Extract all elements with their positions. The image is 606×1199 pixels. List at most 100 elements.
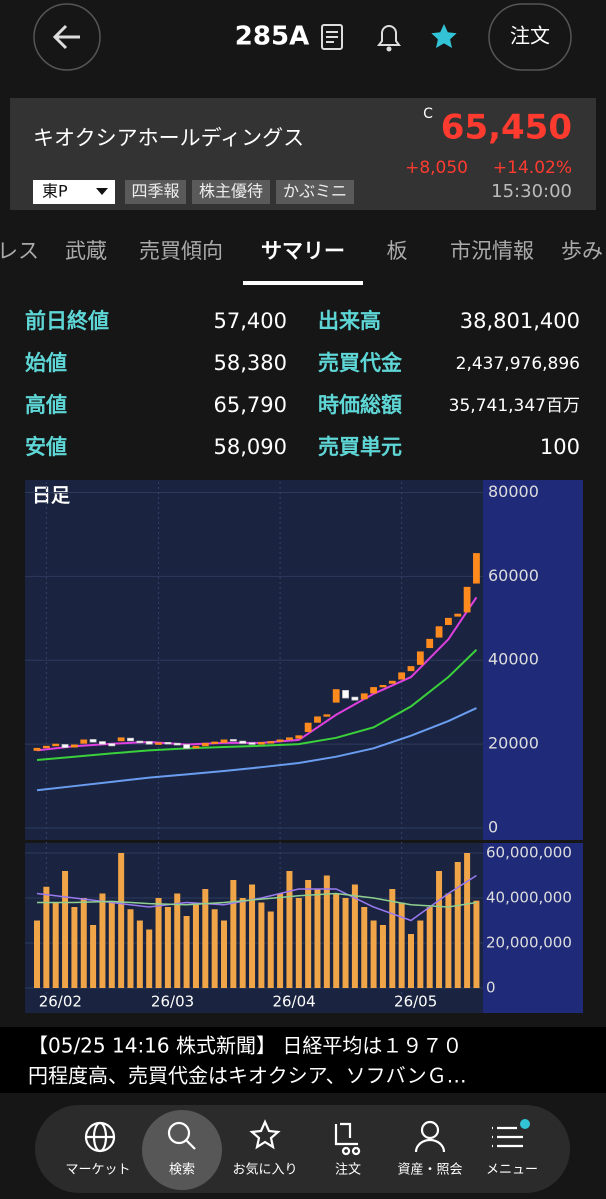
nav-item[interactable]: 検索	[169, 1163, 195, 1178]
volume-tick-label: 0	[486, 979, 496, 997]
volume-bar	[314, 889, 321, 988]
tab[interactable]: 歩み	[561, 239, 603, 263]
volume-bar	[454, 862, 461, 988]
candle	[136, 740, 144, 744]
volume-bar	[80, 898, 87, 988]
candle	[351, 696, 359, 701]
volume-bar	[108, 902, 115, 988]
stat-label: 時価総額	[318, 393, 402, 417]
candle	[33, 747, 41, 751]
change-percent: +14.02%	[493, 158, 572, 178]
y-tick-label: 20000	[488, 734, 539, 753]
tab[interactable]: 板	[387, 239, 408, 263]
volume-bar	[417, 920, 424, 988]
volume-bar	[305, 880, 312, 988]
volume-axis-area	[483, 843, 583, 1013]
stat-value: 58,380	[214, 351, 287, 375]
price: 65,450	[441, 108, 572, 148]
tag-label: 株主優待	[199, 182, 263, 201]
tab[interactable]: サマリー	[261, 239, 345, 263]
order-button-label[interactable]: 注文	[510, 24, 550, 48]
volume-bar	[52, 902, 59, 988]
candle	[211, 741, 219, 744]
volume-bar	[221, 920, 227, 988]
candle	[80, 739, 88, 744]
info-icon[interactable]	[321, 24, 343, 50]
candle	[304, 722, 312, 732]
dropdown-arrow	[96, 188, 108, 195]
volume-bar	[211, 909, 218, 988]
candle	[286, 737, 293, 740]
candle	[463, 586, 471, 613]
candle	[360, 693, 368, 700]
volume-bar	[258, 902, 265, 988]
back-arrow	[52, 24, 80, 50]
candle	[388, 680, 396, 684]
news-line[interactable]: 【05/25 14:16 株式新聞】 日経平均は１９７０	[28, 1034, 462, 1058]
y-tick-label: 80000	[488, 482, 539, 501]
volume-tick-label: 20,000,000	[486, 934, 572, 952]
nav-item[interactable]: 資産・照会	[397, 1162, 462, 1178]
nav-item[interactable]: 注文	[335, 1163, 361, 1178]
nav-item[interactable]: メニュー	[486, 1163, 538, 1178]
volume-bar	[473, 900, 480, 988]
nav-item[interactable]: お気に入り	[232, 1162, 297, 1178]
price-flag: C	[423, 106, 433, 122]
tab[interactable]: レス	[0, 239, 39, 263]
volume-tick-label: 60,000,000	[486, 844, 572, 862]
volume-bar	[361, 907, 368, 988]
tab[interactable]: 売買傾向	[139, 239, 223, 263]
volume-bar	[127, 909, 134, 988]
stat-label: 前日終値	[25, 309, 109, 333]
tab[interactable]: 武蔵	[65, 239, 107, 263]
nav-item[interactable]: マーケット	[65, 1163, 130, 1178]
volume-bar	[43, 886, 50, 988]
tag	[192, 180, 270, 204]
volume-bar	[202, 889, 209, 988]
volume-bar	[277, 893, 284, 988]
candle	[248, 742, 256, 745]
chart-period: 日足	[32, 485, 71, 507]
change: +8,050	[405, 158, 468, 178]
volume-tick-label: 40,000,000	[486, 889, 572, 907]
back-button[interactable]	[33, 3, 101, 71]
candle	[108, 743, 116, 747]
stat-label: 出来高	[318, 309, 381, 333]
news-line[interactable]: 円程度高、売買代金はキオクシア、ソフバンＧ…	[28, 1064, 467, 1088]
volume-bar	[295, 898, 302, 988]
tab[interactable]: 市況情報	[450, 239, 534, 263]
volume-bar	[174, 893, 181, 988]
alert-icon[interactable]	[377, 25, 401, 52]
volume-bar	[333, 893, 340, 988]
volume-bar	[445, 893, 452, 988]
order-button[interactable]	[488, 3, 572, 71]
volume-average-line	[37, 892, 477, 908]
candle	[173, 742, 181, 746]
volume-bar	[249, 884, 256, 988]
menu-badge	[520, 1119, 530, 1129]
volume-bar	[34, 920, 40, 988]
volume-bar	[342, 898, 349, 988]
volume-bar	[286, 871, 293, 988]
volume-bar	[62, 871, 69, 988]
volume-bar	[267, 911, 274, 988]
stat-value: 100	[540, 435, 580, 459]
y-tick-label: 60000	[488, 566, 539, 585]
moving-average-line	[36, 649, 478, 762]
candle	[398, 672, 406, 680]
moving-average-line	[36, 707, 477, 792]
volume-bar	[398, 902, 405, 988]
candle	[332, 689, 340, 703]
news-ticker[interactable]	[0, 1027, 606, 1093]
candle	[473, 553, 480, 584]
volume-bar	[436, 871, 443, 988]
x-tick-label: 26/05	[394, 993, 437, 1011]
volume-bar	[230, 880, 237, 988]
candle	[145, 741, 153, 745]
candle	[454, 613, 462, 617]
market-label[interactable]: 東P	[42, 182, 68, 201]
favorite-star[interactable]	[431, 24, 457, 48]
volume-bar	[464, 853, 471, 988]
volume-average-line	[36, 874, 477, 922]
